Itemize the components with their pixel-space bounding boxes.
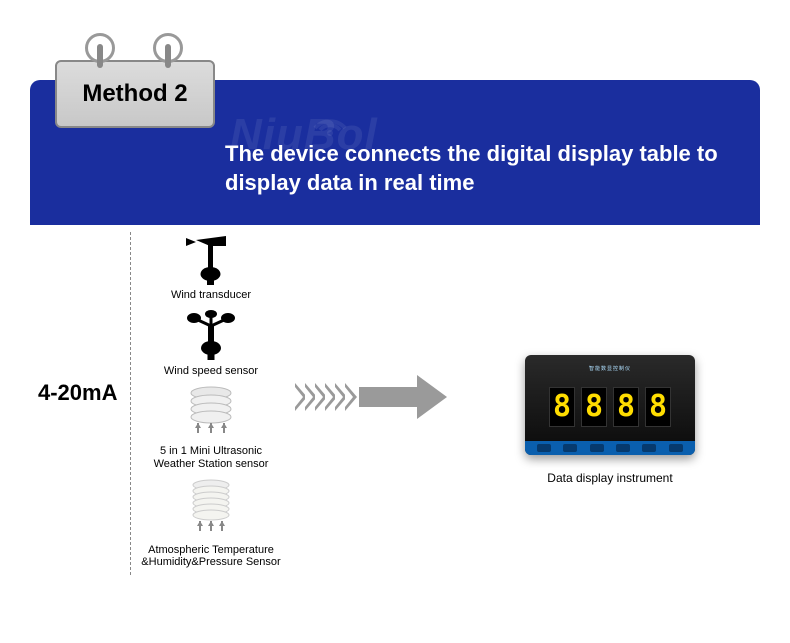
data-display-instrument: 智能数显控制仪 8888 Data display instrument xyxy=(525,355,695,485)
description-heading: The device connects the digital display … xyxy=(225,140,725,197)
signal-spec-label: 4-20mA xyxy=(38,380,117,406)
digit-row: 8888 xyxy=(535,376,685,437)
instrument-button-row xyxy=(525,441,695,455)
sensor-label: 5 in 1 Mini Ultrasonic Weather Station s… xyxy=(154,445,269,470)
instrument-button xyxy=(616,444,630,452)
sensor-wind-speed: Wind speed sensor xyxy=(164,308,258,378)
instrument-button xyxy=(563,444,577,452)
sensor-wind-transducer: Wind transducer xyxy=(171,232,251,302)
seven-segment-digit: 8 xyxy=(549,387,575,427)
seven-segment-digit: 8 xyxy=(645,387,671,427)
tab-binder-rings xyxy=(55,28,215,68)
weather-shield-icon xyxy=(176,383,246,443)
sensor-atmospheric: Atmospheric Temperature &Humidity&Pressu… xyxy=(141,477,280,569)
wind-vane-icon xyxy=(176,232,246,287)
instrument-header-text: 智能数显控制仪 xyxy=(535,365,685,372)
sensor-label: Wind speed sensor xyxy=(164,365,258,378)
method-tab-label: Method 2 xyxy=(82,80,187,108)
sensor-column: Wind transducer Wind speed sensor xyxy=(130,232,285,575)
anemometer-icon xyxy=(176,308,246,363)
instrument-button xyxy=(669,444,683,452)
sensor-label: Atmospheric Temperature &Humidity&Pressu… xyxy=(141,544,280,569)
instrument-body: 智能数显控制仪 8888 xyxy=(525,355,695,455)
watermark-wifi-icon xyxy=(310,98,350,138)
instrument-button xyxy=(642,444,656,452)
sensor-ultrasonic-station: 5 in 1 Mini Ultrasonic Weather Station s… xyxy=(154,383,269,470)
instrument-button xyxy=(537,444,551,452)
method-tab: Method 2 xyxy=(55,60,215,128)
instrument-button xyxy=(590,444,604,452)
instrument-caption: Data display instrument xyxy=(547,471,672,485)
flow-arrow xyxy=(295,375,447,419)
seven-segment-digit: 8 xyxy=(613,387,639,427)
seven-segment-digit: 8 xyxy=(581,387,607,427)
sensor-label: Wind transducer xyxy=(171,289,251,302)
radiation-shield-icon xyxy=(176,477,246,542)
